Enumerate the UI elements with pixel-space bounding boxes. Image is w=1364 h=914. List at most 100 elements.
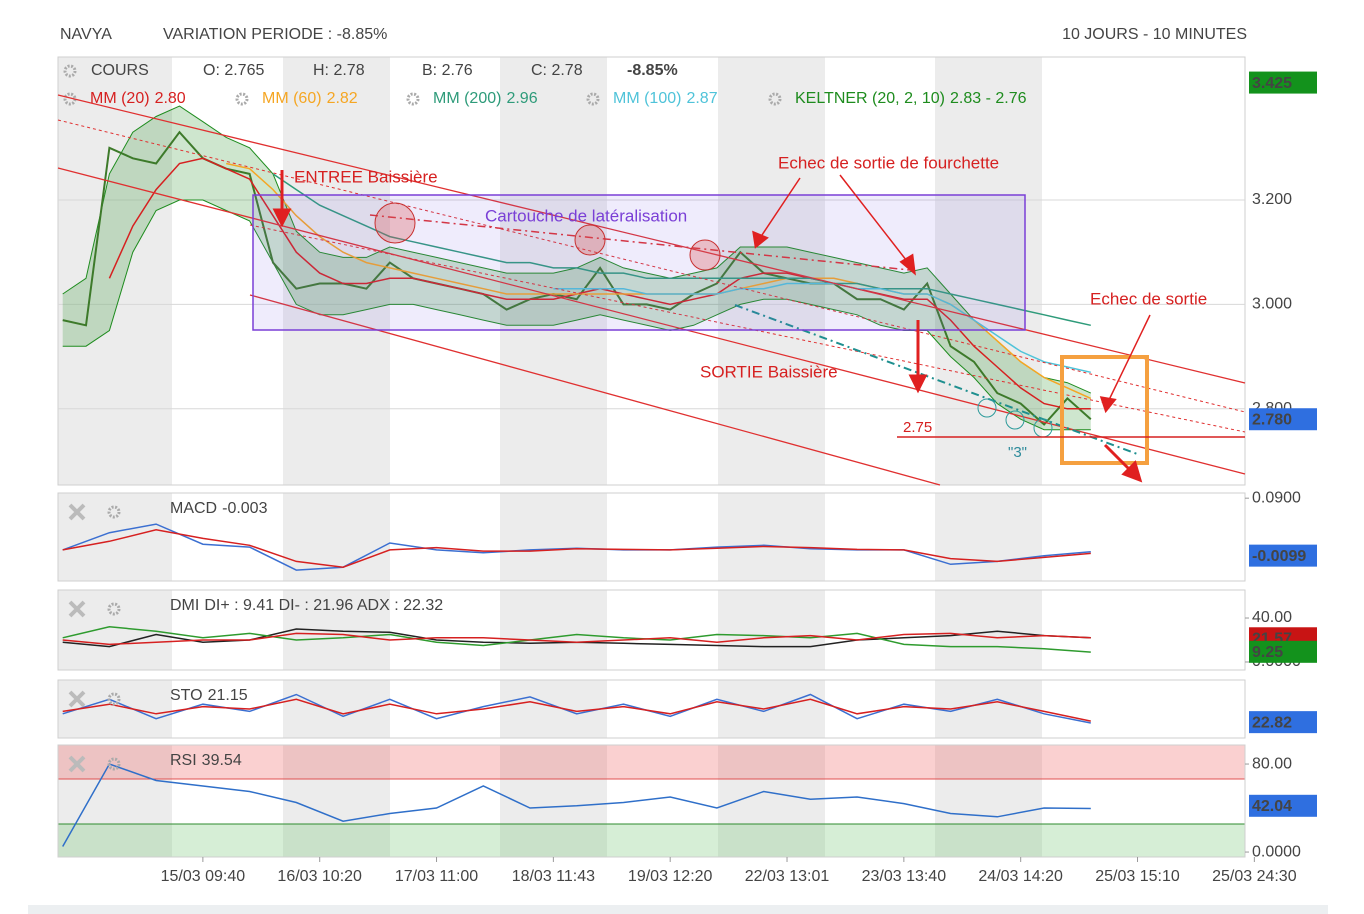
indicator-value: DI+ : 9.41 DI- : 21.96 ADX : 22.32 — [204, 597, 443, 614]
gear-icon — [107, 505, 121, 519]
x-tick-label: 16/03 10:20 — [277, 868, 362, 885]
day-stripe — [500, 493, 607, 581]
value-badge — [1249, 408, 1317, 431]
series-line — [62, 529, 1091, 568]
annotation: Echec de sortie — [1090, 289, 1207, 308]
indicator-value: 39.54 — [202, 752, 242, 769]
day-stripe — [58, 57, 172, 485]
x-tick-label: 24/03 14:20 — [978, 868, 1063, 885]
panel-title: DMI DI+ : 9.41 DI- : 21.96 ADX : 22.32 — [170, 597, 443, 614]
series-line — [62, 130, 1092, 426]
x-tick-label: 17/03 11:00 — [395, 868, 478, 885]
highlight — [374, 202, 416, 244]
close-icon — [68, 503, 86, 521]
value-badge — [1249, 711, 1317, 734]
legend-value: 2.82 — [327, 90, 358, 107]
day-stripe — [283, 680, 390, 738]
channel-line — [57, 94, 1246, 384]
gear-icon — [768, 92, 782, 106]
day-stripe — [935, 745, 1042, 857]
channel-line — [249, 294, 941, 486]
legend-name: MM (60) — [262, 90, 322, 107]
y-tick-label: 3.200 — [1252, 191, 1292, 208]
legend-name: MM (100) — [613, 90, 681, 107]
oversold-zone — [58, 824, 1245, 857]
day-stripe — [58, 590, 172, 670]
ohlc-value: C: 2.78 — [531, 62, 583, 79]
value-badge — [1249, 640, 1317, 663]
gear-icon — [107, 757, 121, 771]
ohlc-value: O: 2.765 — [203, 62, 264, 79]
legend-value: 2.80 — [155, 90, 186, 107]
x-tick-label: 15/03 09:40 — [161, 868, 246, 885]
legend-entry: MM (200) 2.96 — [433, 90, 538, 107]
day-stripe — [283, 590, 390, 670]
legend-entry: MM (60) 2.82 — [262, 90, 358, 107]
annotations: ENTREE Baissière Cartouche de latéralisa… — [57, 94, 1246, 486]
day-stripe — [935, 493, 1042, 581]
day-stripe — [718, 590, 825, 670]
ohlc-value: H: 2.78 — [313, 62, 365, 79]
channel-dotted — [249, 224, 1246, 433]
legend-value: 2.83 - 2.76 — [950, 90, 1027, 107]
highlight — [689, 239, 721, 271]
value-badge-label: 3.425 — [1252, 75, 1292, 92]
highlight — [977, 398, 997, 418]
range-box — [252, 194, 1026, 331]
change: -8.85% — [627, 62, 678, 79]
y-tick-label: 3.000 — [1252, 296, 1292, 313]
day-stripe — [500, 680, 607, 738]
day-stripe — [500, 745, 607, 857]
indicator-name: RSI — [170, 752, 197, 769]
close-icon — [68, 600, 86, 618]
symbol: NAVYA — [60, 26, 112, 43]
overbought-zone — [58, 745, 1245, 779]
annotation: "3" — [1008, 444, 1027, 461]
gear-icon — [63, 64, 77, 78]
arrows — [272, 170, 1151, 483]
panel-frame — [57, 744, 1246, 858]
highlight — [1005, 410, 1025, 430]
exit-box — [1060, 355, 1149, 465]
series-line — [62, 626, 1091, 653]
series-line — [62, 693, 1091, 724]
y-tick-label: 0.0900 — [1252, 489, 1301, 506]
legend-name: MM (20) — [90, 90, 150, 107]
legend-entry: KELTNER (20, 2, 10) 2.83 - 2.76 — [795, 90, 1027, 107]
value-badge-label: 9.25 — [1252, 644, 1283, 661]
day-stripe — [283, 57, 390, 485]
annotation: 2.75 — [903, 419, 932, 436]
gear-icon — [586, 92, 600, 106]
panel-frame — [57, 589, 1246, 671]
x-tick-label: 18/03 11:43 — [512, 868, 595, 885]
x-tick-label: 25/03 15:10 — [1095, 868, 1180, 885]
legend-name: MM (200) — [433, 90, 501, 107]
indicator-value: -0.003 — [222, 500, 267, 517]
indicator-name: DMI — [170, 597, 199, 614]
legend-entry: MM (100) 2.87 — [613, 90, 718, 107]
day-stripe — [935, 57, 1042, 485]
x-tick-label: 23/03 13:40 — [862, 868, 947, 885]
legend-price: COURS — [91, 62, 149, 79]
value-badge-label: 42.04 — [1252, 798, 1292, 815]
legend-entry: MM (20) 2.80 — [90, 90, 186, 107]
y-tick-label: 0.0000 — [1252, 843, 1301, 860]
x-tick-label: 22/03 13:01 — [745, 868, 830, 885]
variation: VARIATION PERIODE : -8.85% — [163, 26, 387, 43]
annotation: Echec de sortie de fourchette — [778, 153, 999, 172]
channel-line — [57, 167, 1246, 475]
panel-title: RSI 39.54 — [170, 752, 242, 769]
day-stripe — [58, 493, 172, 581]
panel-frame — [57, 679, 1246, 739]
series-line — [272, 173, 1091, 327]
close-icon — [68, 755, 86, 773]
panel-frame — [57, 492, 1246, 582]
close-icon — [68, 690, 86, 708]
gear-icon — [107, 692, 121, 706]
value-badge — [1249, 794, 1317, 817]
ohlc-value: B: 2.76 — [422, 62, 473, 79]
gear-icon — [107, 602, 121, 616]
panel-title: STO 21.15 — [170, 687, 248, 704]
